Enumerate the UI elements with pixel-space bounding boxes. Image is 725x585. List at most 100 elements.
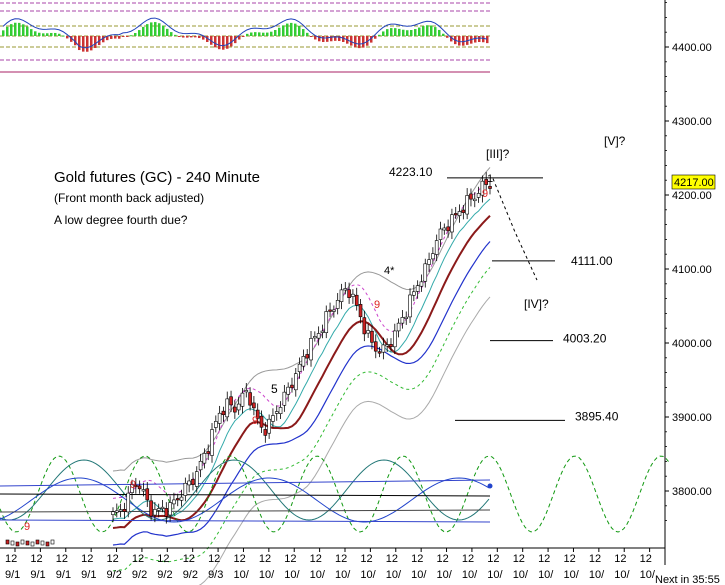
indicator-histogram-bar <box>90 36 93 51</box>
bear-candle <box>389 344 393 347</box>
bull-candle <box>271 415 275 422</box>
bull-candle <box>301 356 306 367</box>
chart-note: A low degree fourth due? <box>54 213 188 227</box>
time-tick-hour: 12 <box>640 553 652 565</box>
early-candle <box>10 540 15 546</box>
indicator-histogram-bar <box>62 35 65 37</box>
indicator-histogram-bar <box>218 36 221 50</box>
time-tick-date: 9/2 <box>132 569 147 581</box>
time-tick-date: 10/ <box>335 569 351 581</box>
bear-candle <box>354 294 359 306</box>
bull-candle <box>313 336 317 339</box>
bear-candle <box>362 317 367 335</box>
indicator-histogram-bar <box>446 36 449 38</box>
red-moving-average <box>112 215 491 529</box>
bull-candle <box>194 471 199 487</box>
bull-candle <box>141 489 146 492</box>
bull-candle <box>172 499 176 505</box>
bull-candle <box>385 344 389 347</box>
time-tick-hour: 12 <box>107 553 119 565</box>
time-tick-date: 10/ <box>411 569 427 581</box>
time-axis: 12 9/1 12 9/1 12 9/1 12 9/1 12 9/2 12 9/2 12 9/2 12 9/2… <box>0 547 665 581</box>
time-tick-hour: 12 <box>386 553 398 565</box>
bull-candle <box>423 263 428 282</box>
count-label: 9 <box>24 521 30 533</box>
indicator-histogram-bar <box>166 28 169 36</box>
indicator-histogram-bar <box>122 36 125 37</box>
bull-candle <box>400 317 405 324</box>
indicator-histogram-bar <box>294 23 297 36</box>
bear-candle <box>122 509 127 512</box>
indicator-histogram-bar <box>54 32 57 36</box>
indicator-histogram-bar <box>106 36 109 41</box>
bull-candle <box>339 289 344 302</box>
indicator-histogram-bar <box>330 36 333 42</box>
indicator-histogram-bar <box>190 36 193 38</box>
time-tick-hour: 12 <box>437 553 449 565</box>
bear-candle <box>347 289 351 298</box>
bull-candle <box>118 509 123 512</box>
chart-title: Gold futures (GC) - 240 Minute <box>54 169 260 186</box>
time-tick-hour: 12 <box>157 553 169 565</box>
indicator-histogram-bar <box>386 29 389 36</box>
indicator-histogram-bar <box>318 36 321 42</box>
time-tick-hour: 12 <box>614 553 626 565</box>
indicator-histogram-bar <box>414 29 417 36</box>
bull-candle <box>366 330 370 334</box>
current-price-label: 4217.00 <box>674 177 714 189</box>
bull-candle <box>297 363 302 372</box>
indicator-histogram-bar <box>430 25 433 36</box>
time-tick-date: 9/1 <box>81 569 96 581</box>
bear-candle <box>469 193 473 200</box>
indicator-histogram-bar <box>354 36 357 48</box>
count-label: 9 <box>482 188 488 200</box>
indicator-histogram-bar <box>266 32 269 36</box>
bull-candle <box>183 482 188 496</box>
bear-candle <box>206 451 211 454</box>
indicator-histogram-bar <box>462 36 465 46</box>
indicator-histogram-bar <box>58 33 61 36</box>
bull-candle <box>278 407 283 415</box>
bull-candle <box>214 421 218 428</box>
time-tick-hour: 12 <box>538 553 550 565</box>
indicator-histogram-bar <box>326 36 329 42</box>
early-candle <box>35 539 40 545</box>
price-tick-label: 3900.00 <box>672 412 712 424</box>
time-tick-hour: 12 <box>284 553 296 565</box>
indicator-panel <box>0 2 490 73</box>
time-tick-hour: 12 <box>335 553 347 565</box>
indicator-histogram-bar <box>250 32 253 36</box>
time-tick-hour: 12 <box>310 553 322 565</box>
bull-candle <box>217 412 222 424</box>
indicator-histogram-bar <box>422 26 425 36</box>
bear-candle <box>290 384 294 389</box>
indicator-histogram-bar <box>170 32 173 36</box>
early-candle <box>20 539 25 545</box>
time-tick-hour: 12 <box>513 553 525 565</box>
wave-label: 1 <box>487 173 493 185</box>
indicator-histogram-bar <box>154 22 157 36</box>
bull-candle <box>168 502 172 516</box>
indicator-histogram-bar <box>146 24 149 36</box>
price-tick-label: 4100.00 <box>672 264 712 276</box>
bull-candle <box>419 281 424 287</box>
bull-candle <box>434 240 439 255</box>
bear-candle <box>373 341 378 352</box>
indicator-histogram-bar <box>150 22 153 36</box>
indicator-histogram-bar <box>322 36 325 42</box>
upper-dashed-band <box>112 177 491 499</box>
indicator-histogram-bar <box>46 33 49 36</box>
indicator-histogram-bar <box>82 36 85 52</box>
bull-candle <box>293 373 298 391</box>
bull-candle <box>274 411 279 414</box>
bear-candle <box>259 415 264 428</box>
indicator-histogram-bar <box>38 32 41 36</box>
bear-candle <box>328 309 332 312</box>
bull-candle <box>198 460 203 471</box>
count-label: 9 <box>374 299 380 311</box>
indicator-histogram-bar <box>194 36 197 38</box>
indicator-histogram-bar <box>278 27 281 36</box>
bull-candle <box>465 195 469 215</box>
bear-candle <box>164 508 169 517</box>
chart-subtitle: (Front month back adjusted) <box>54 191 204 205</box>
